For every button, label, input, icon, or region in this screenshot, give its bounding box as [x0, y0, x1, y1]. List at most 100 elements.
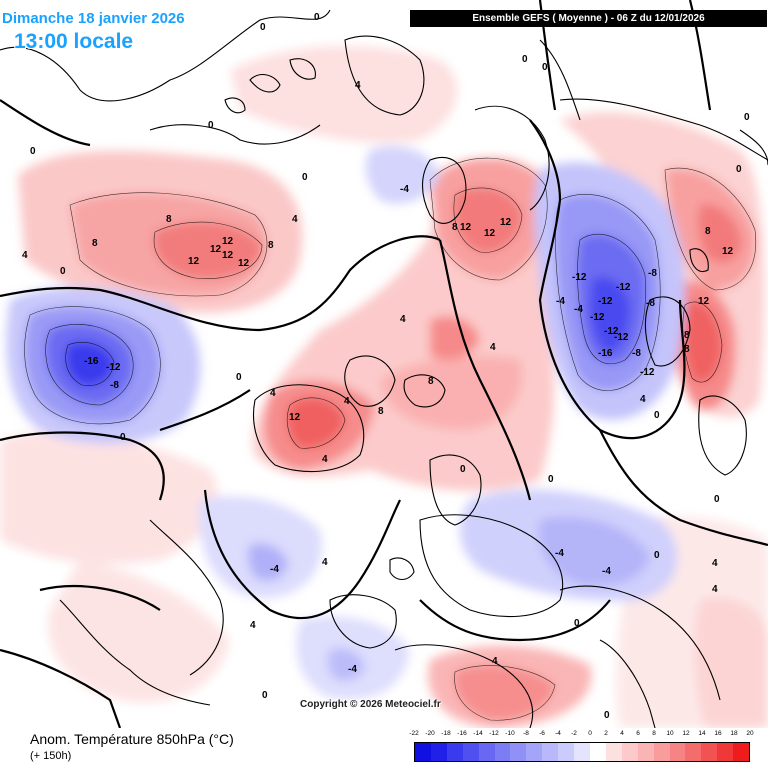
contour-label: -12 [614, 332, 629, 343]
legend-swatch [462, 743, 479, 761]
legend-swatch [717, 743, 734, 761]
legend-tick-label: -2 [571, 730, 577, 737]
contour-label: 0 [574, 618, 580, 629]
contour-label: 12 [500, 217, 512, 228]
legend-tick-label: 8 [652, 730, 656, 737]
legend-swatch [430, 743, 447, 761]
contour-label: 0 [744, 112, 750, 123]
legend-swatch [558, 743, 575, 761]
contour-label: 4 [344, 396, 350, 407]
contour-label: 0 [522, 54, 528, 65]
contour-label: 0 [208, 120, 214, 131]
contour-label: -4 [574, 304, 583, 315]
legend-tick-label: -4 [555, 730, 561, 737]
legend-swatch [637, 743, 654, 761]
contour-label: 8 [268, 240, 274, 251]
legend-swatch [446, 743, 463, 761]
contour-label: 8 [428, 376, 434, 387]
contour-label: 0 [260, 22, 266, 33]
contour-label: -12 [640, 367, 655, 378]
contour-label: -4 [270, 564, 279, 575]
contour-label: -8 [110, 380, 119, 391]
contour-label: 4 [292, 214, 298, 225]
anomaly-map: 4 8 8 12 12 12 12 12 8 8 12 12 8 8 12 12… [0, 0, 768, 728]
contour-label: -4 [555, 548, 564, 559]
legend-swatch [733, 743, 750, 761]
forecast-date-title: Dimanche 18 janvier 2026 [2, 10, 185, 27]
contour-label: 8 [378, 406, 384, 417]
contour-label: 0 [60, 266, 66, 277]
contour-label: -8 [632, 348, 641, 359]
contour-label: 0 [714, 494, 720, 505]
contour-label: 4 [355, 80, 361, 91]
legend-tick-label: 2 [604, 730, 608, 737]
forecast-time-title: 13:00 locale [14, 30, 134, 53]
legend-swatch [542, 743, 559, 761]
contour-label: 12 [722, 246, 734, 257]
contour-label: 4 [322, 454, 328, 465]
contour-label: 0 [302, 172, 308, 183]
legend-tick-label: 6 [636, 730, 640, 737]
legend-ticks: -22 -20 -18 -16 -14 -12 -10 -8 -6 -4 -2 0 2 4 6 8 10 12 14… [409, 730, 753, 742]
legend-tick-label: -6 [539, 730, 545, 737]
lead-time: (+ 150h) [30, 750, 72, 762]
contour-label: 0 [262, 690, 268, 701]
contour-label: 0 [548, 474, 554, 485]
coastlines [0, 9, 768, 728]
legend-tick-label: 20 [746, 730, 754, 737]
contour-label: -12 [572, 272, 587, 283]
contour-label: -4 [602, 566, 611, 577]
legend-tick-label: 14 [698, 730, 706, 737]
copyright-notice: Copyright © 2026 Meteociel.fr [300, 699, 441, 710]
contour-label: 0 [236, 372, 242, 383]
contour-label: -12 [590, 312, 605, 323]
contour-label: -12 [604, 326, 619, 337]
contour-label: 4 [492, 656, 498, 667]
legend-swatches [414, 742, 750, 762]
contour-label: 12 [698, 296, 710, 307]
parameter-title: Anom. Température 850hPa (°C) [30, 731, 234, 747]
contour-label: 4 [640, 394, 646, 405]
contour-label: 12 [222, 250, 234, 261]
legend-tick-label: 0 [588, 730, 592, 737]
contour-label: 8 [684, 330, 690, 341]
contour-label: 12 [238, 258, 250, 269]
legend-swatch [685, 743, 702, 761]
legend-swatch [621, 743, 638, 761]
contour-label: 0 [542, 62, 548, 73]
contour-label: 0 [314, 12, 320, 23]
legend-swatch [574, 743, 590, 761]
legend-swatch [494, 743, 511, 761]
legend-swatch [605, 743, 622, 761]
legend-tick-label: 4 [620, 730, 624, 737]
contour-label: -12 [616, 282, 631, 293]
legend-swatch [701, 743, 718, 761]
contour-label: 4 [322, 557, 328, 568]
color-legend: -22 -20 -18 -16 -14 -12 -10 -8 -6 -4 -2 0 2 4 6 8 10 12 14… [409, 730, 754, 764]
contour-label: 4 [250, 620, 256, 631]
contour-label: 0 [736, 164, 742, 175]
contour-label: 12 [289, 412, 301, 423]
footer-bar: Anom. Température 850hPa (°C) (+ 150h) -… [0, 728, 768, 768]
legend-swatch [526, 743, 543, 761]
legend-tick-label: -14 [473, 730, 483, 737]
legend-tick-label: 12 [682, 730, 690, 737]
contour-label: 12 [222, 236, 234, 247]
contour-label: -12 [106, 362, 121, 373]
contour-label: -4 [556, 296, 565, 307]
contour-label: 0 [654, 550, 660, 561]
contour-label: 12 [460, 222, 472, 233]
contour-label: -4 [400, 184, 409, 195]
contour-label: -8 [648, 268, 657, 279]
contour-label: 4 [400, 314, 406, 325]
contour-label: 4 [712, 584, 718, 595]
contour-label: -16 [598, 348, 613, 359]
contour-label: 8 [452, 222, 458, 233]
legend-tick-label: -8 [523, 730, 529, 737]
legend-tick-label: 10 [666, 730, 674, 737]
contour-label: 0 [30, 146, 36, 157]
contour-label: -16 [84, 356, 99, 367]
contour-label: 12 [484, 228, 496, 239]
contour-label: 12 [210, 244, 222, 255]
model-run-banner: Ensemble GEFS ( Moyenne ) - 06 Z du 12/0… [410, 10, 767, 27]
